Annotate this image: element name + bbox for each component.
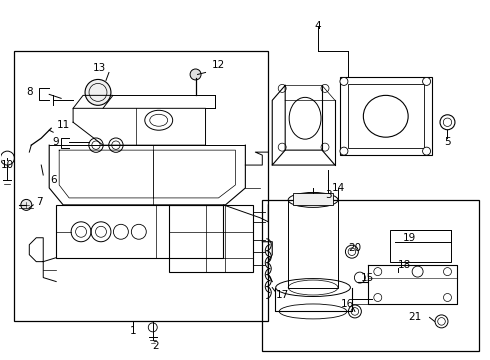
- Text: 18: 18: [398, 260, 411, 270]
- Circle shape: [190, 69, 201, 80]
- Circle shape: [321, 84, 329, 93]
- Text: 6: 6: [50, 175, 56, 185]
- Circle shape: [422, 77, 431, 85]
- Circle shape: [278, 84, 286, 93]
- Circle shape: [321, 143, 329, 151]
- Text: 20: 20: [348, 243, 362, 253]
- Text: 9: 9: [53, 137, 59, 147]
- Circle shape: [21, 199, 32, 210]
- Bar: [293, 193, 333, 205]
- Text: 8: 8: [26, 87, 33, 97]
- Bar: [390, 230, 451, 262]
- Text: 17: 17: [275, 289, 289, 300]
- Text: 12: 12: [212, 60, 225, 71]
- Circle shape: [340, 147, 348, 155]
- Bar: [169, 205, 253, 271]
- Text: 14: 14: [331, 183, 344, 193]
- Text: 5: 5: [444, 137, 451, 147]
- Circle shape: [85, 80, 111, 105]
- Text: 1: 1: [129, 327, 136, 336]
- Bar: [56, 205, 223, 258]
- Bar: [288, 200, 338, 288]
- Circle shape: [422, 147, 431, 155]
- Bar: [14, 50, 268, 321]
- Bar: [348, 84, 423, 148]
- Circle shape: [374, 267, 382, 276]
- Circle shape: [340, 77, 348, 85]
- Circle shape: [443, 267, 451, 276]
- Bar: [262, 200, 479, 351]
- Circle shape: [443, 293, 451, 301]
- Text: 2: 2: [152, 341, 159, 351]
- Text: 10: 10: [1, 160, 14, 170]
- Text: 7: 7: [36, 197, 43, 207]
- Circle shape: [278, 143, 286, 151]
- Text: 3: 3: [325, 190, 331, 200]
- Text: 15: 15: [361, 273, 374, 283]
- Text: 16: 16: [342, 300, 355, 310]
- Circle shape: [374, 293, 382, 301]
- Bar: [340, 77, 432, 155]
- Text: 21: 21: [408, 312, 421, 323]
- Text: 4: 4: [315, 21, 321, 31]
- Text: 19: 19: [403, 233, 416, 243]
- Text: 13: 13: [93, 63, 106, 73]
- Text: 11: 11: [56, 120, 70, 130]
